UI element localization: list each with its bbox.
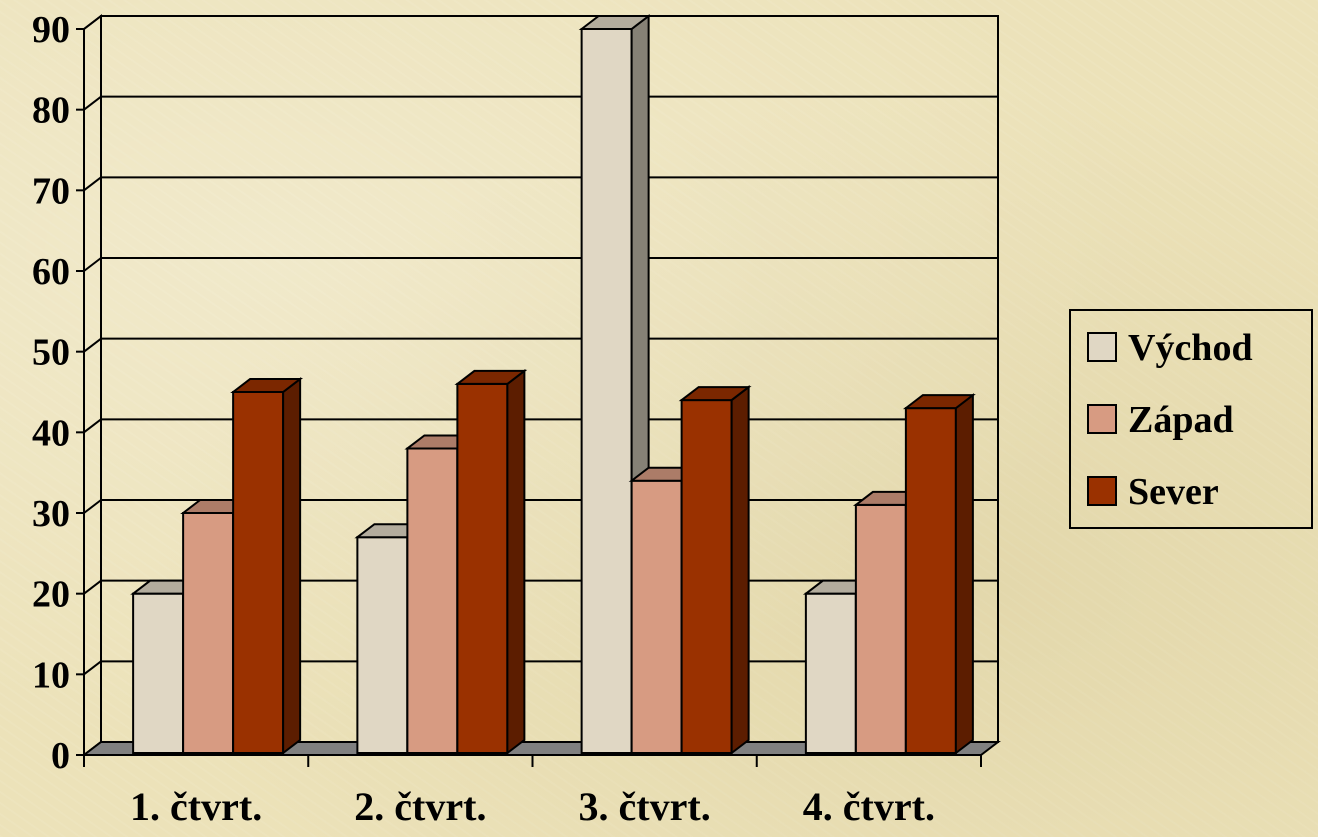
bar-západ-4 — [854, 503, 907, 754]
bar-top — [230, 378, 304, 393]
y-tick-label: 90 — [32, 9, 70, 51]
y-tick-label: 20 — [32, 574, 70, 616]
side-gridline — [83, 15, 102, 30]
bar-sever-4 — [904, 407, 957, 754]
bar-sever-2 — [456, 382, 509, 754]
side-gridline — [83, 176, 102, 192]
legend-label: Sever — [1128, 471, 1219, 513]
bar-východ-4 — [804, 592, 857, 755]
bar-side — [282, 376, 302, 756]
x-category-label: 2. čtvrt. — [354, 784, 486, 829]
y-tick-label: 40 — [32, 412, 70, 454]
bar-sever-3 — [680, 399, 733, 754]
bar-top — [902, 394, 976, 410]
y-tick-label: 80 — [32, 90, 70, 132]
y-tick-label: 10 — [32, 654, 70, 696]
bar-sever-1 — [232, 391, 285, 754]
x-category-label: 3. čtvrt. — [579, 784, 711, 829]
bar-východ-1 — [132, 592, 185, 755]
legend-label: Západ — [1128, 399, 1234, 441]
legend-swatch — [1087, 404, 1117, 434]
side-gridline — [83, 579, 102, 595]
bar-západ-2 — [406, 447, 459, 754]
legend-swatch — [1087, 332, 1117, 362]
bar-side — [506, 368, 526, 756]
legend-label: Východ — [1128, 327, 1253, 369]
bar-západ-3 — [630, 479, 683, 754]
bar-top — [578, 15, 652, 30]
y-tick-label: 0 — [51, 735, 70, 777]
side-gridline — [83, 95, 102, 111]
bar-východ-3 — [580, 28, 633, 754]
bar-západ-1 — [182, 512, 235, 754]
bar-side — [730, 385, 750, 756]
side-wall — [83, 13, 102, 758]
legend — [1069, 309, 1313, 529]
bar-side — [954, 393, 974, 756]
legend-swatch — [1087, 476, 1117, 506]
y-tick-label: 60 — [32, 251, 70, 293]
y-tick-label: 30 — [32, 493, 70, 535]
bar-východ-2 — [356, 536, 409, 755]
bar-top — [678, 386, 752, 402]
y-tick-label: 50 — [32, 332, 70, 374]
side-gridline — [83, 660, 102, 676]
side-gridline — [83, 257, 102, 272]
x-category-label: 4. čtvrt. — [803, 784, 935, 829]
side-gridline — [83, 499, 102, 514]
y-tick-label: 70 — [32, 170, 70, 212]
x-category-label: 1. čtvrt. — [130, 784, 262, 829]
bar-top — [454, 369, 528, 385]
side-gridline — [83, 337, 102, 353]
side-gridline — [83, 418, 102, 434]
